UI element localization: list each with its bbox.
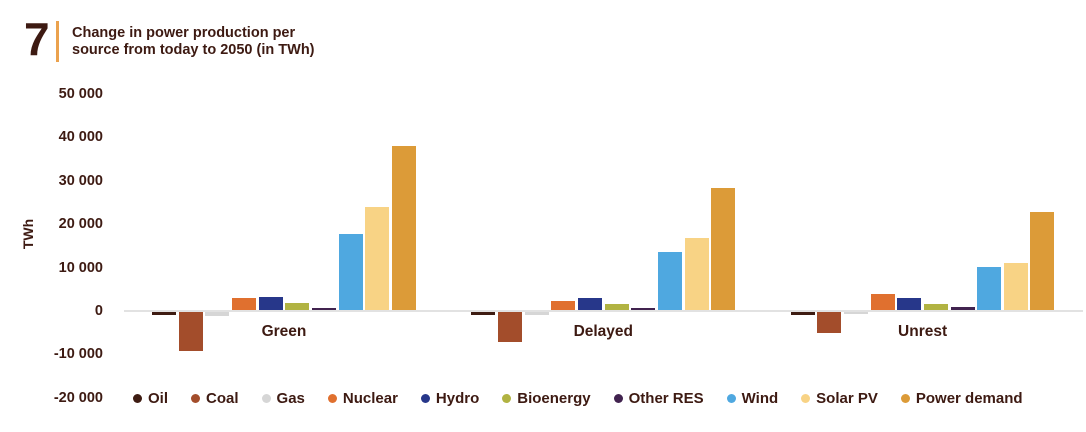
- bar-oil-unrest: [790, 312, 815, 315]
- bar-nuclear-green: [231, 298, 256, 310]
- bar-bioenergy-green: [285, 303, 310, 310]
- bar-power-demand-green: [391, 145, 416, 310]
- x-axis-baseline: [124, 310, 1083, 312]
- legend-dot-bioenergy: [502, 393, 512, 403]
- legend-label-bioenergy: Bioenergy: [517, 389, 591, 407]
- bar-nuclear-unrest: [870, 293, 895, 310]
- bar-power-demand-delayed: [711, 187, 736, 310]
- chart-title: Change in power production per source fr…: [72, 25, 315, 58]
- chart-title-line1: Change in power production per: [72, 25, 296, 41]
- legend-dot-power-demand: [900, 393, 910, 403]
- bar-bioenergy-unrest: [923, 304, 948, 310]
- legend-label-nuclear: Nuclear: [342, 389, 398, 407]
- figure-number: 7: [24, 13, 50, 65]
- legend-dot-coal: [191, 393, 201, 403]
- bar-wind-delayed: [657, 251, 682, 310]
- legend-label-hydro: Hydro: [435, 389, 480, 407]
- bar-solar-pv-delayed: [684, 238, 709, 310]
- bar-other-res-unrest: [950, 307, 975, 310]
- bar-gas-unrest: [843, 312, 868, 314]
- bar-oil-green: [152, 312, 176, 316]
- bar-coal-delayed: [497, 312, 522, 342]
- bar-oil-delayed: [471, 312, 496, 315]
- bar-bioenergy-delayed: [604, 304, 629, 310]
- legend-item-coal: Coal: [191, 390, 239, 407]
- bar-wind-green: [338, 233, 363, 310]
- bar-coal-green: [178, 312, 203, 351]
- bar-other-res-green: [311, 307, 336, 310]
- y-tick-label--10000: -10 000: [53, 346, 103, 363]
- legend-item-solar-pv: Solar PV: [801, 390, 878, 407]
- legend-dot-hydro: [420, 393, 430, 403]
- bar-wind-unrest: [977, 266, 1002, 310]
- bar-hydro-green: [258, 296, 283, 310]
- bar-hydro-delayed: [577, 298, 602, 310]
- legend-item-wind: Wind: [726, 389, 779, 407]
- legend-dot-solar-pv: [801, 393, 811, 403]
- legend-item-nuclear: Nuclear: [327, 389, 398, 407]
- legend-item-power-demand: Power demand: [900, 389, 1023, 407]
- bar-gas-delayed: [524, 312, 549, 316]
- legend-item-other-res: Other RES: [613, 389, 704, 407]
- bar-coal-unrest: [817, 312, 842, 334]
- legend-dot-other-res: [613, 393, 623, 403]
- category-label-green: Green: [261, 323, 307, 340]
- legend-dot-oil: [133, 393, 142, 403]
- legend-label-gas: Gas: [276, 389, 305, 407]
- header-divider-line: [56, 21, 59, 62]
- legend-dot-nuclear: [327, 393, 337, 403]
- bar-nuclear-delayed: [551, 300, 576, 310]
- legend-label-coal: Coal: [206, 389, 239, 407]
- legend-item-bioenergy: Bioenergy: [502, 389, 591, 407]
- legend-dot-wind: [726, 393, 736, 403]
- y-tick-label-20000: 20 000: [58, 216, 103, 233]
- legend-label-oil: Oil: [148, 389, 169, 407]
- bar-solar-pv-green: [365, 207, 390, 310]
- bar-hydro-unrest: [897, 297, 922, 310]
- chart-title-line2: source from today to 2050 (in TWh): [72, 41, 315, 58]
- bar-gas-green: [205, 312, 230, 317]
- legend-label-wind: Wind: [741, 389, 779, 407]
- legend-item-hydro: Hydro: [420, 389, 480, 407]
- legend-label-solar-pv: Solar PV: [816, 389, 878, 407]
- legend-label-power-demand: Power demand: [915, 389, 1023, 407]
- y-tick-label-50000: 50 000: [58, 86, 103, 102]
- legend-dot-gas: [261, 393, 271, 403]
- category-label-unrest: Unrest: [898, 323, 948, 340]
- y-tick-label-30000: 30 000: [58, 172, 103, 189]
- bar-other-res-delayed: [631, 307, 656, 310]
- y-tick-label-0: 0: [94, 303, 103, 319]
- bar-power-demand-unrest: [1030, 212, 1055, 310]
- chart-legend: Oil Coal Gas Nuclear Hydro Bioenergy Other RES…: [133, 389, 1023, 407]
- bar-solar-pv-unrest: [1003, 263, 1028, 310]
- y-tick-label--20000: -20 000: [53, 389, 103, 406]
- y-tick-label-40000: 40 000: [58, 129, 103, 146]
- legend-item-gas: Gas: [261, 389, 305, 407]
- y-tick-label-10000: 10 000: [58, 259, 103, 276]
- legend-label-other-res: Other RES: [628, 389, 704, 407]
- category-label-delayed: Delayed: [573, 323, 634, 340]
- legend-item-oil: Oil: [133, 390, 168, 407]
